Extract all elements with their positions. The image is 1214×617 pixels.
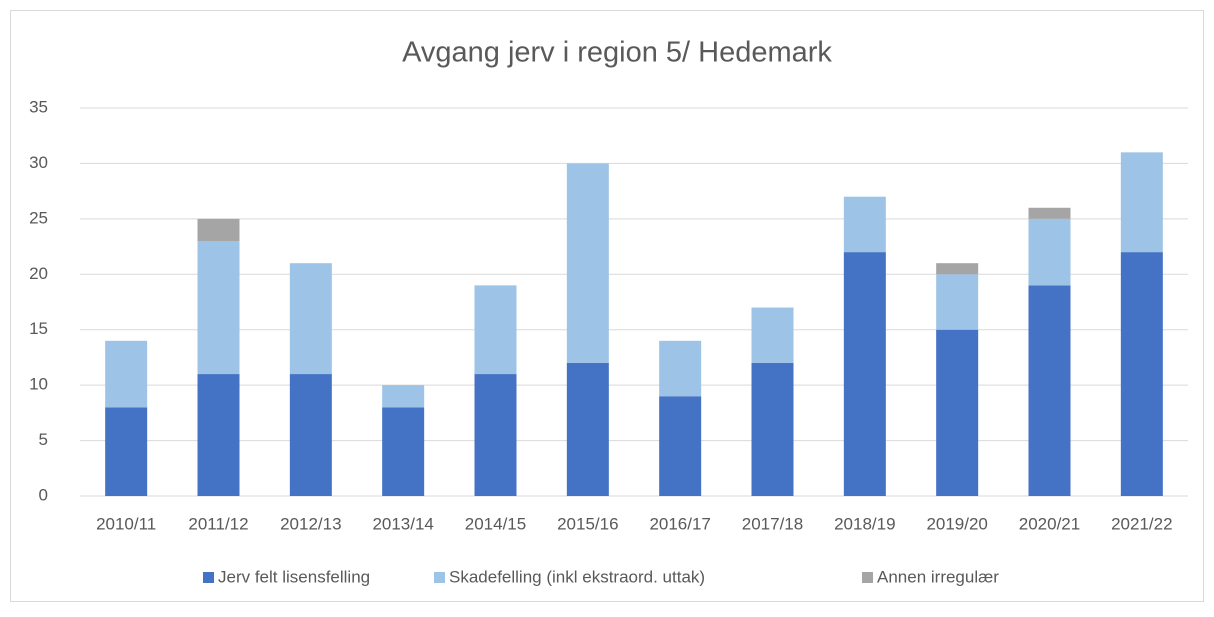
x-tick-label: 2020/21 [1019, 514, 1080, 533]
bar-segment [566, 362, 609, 496]
bar-segment [105, 407, 148, 496]
bar-segment [289, 374, 332, 496]
x-tick-label: 2018/19 [834, 514, 895, 533]
bar-segment [382, 407, 425, 496]
legend-swatch [434, 572, 445, 583]
bar-segment [1028, 207, 1071, 219]
bar-segment [936, 329, 979, 496]
bar-segment [659, 396, 702, 496]
legend-swatch [862, 572, 873, 583]
legend-label: Skadefelling (inkl ekstraord. uttak) [449, 567, 705, 586]
legend-label: Jerv felt lisensfelling [218, 567, 370, 586]
bar-segment [382, 385, 425, 408]
x-tick-label: 2015/16 [557, 514, 618, 533]
bar-segment [197, 241, 240, 375]
bar-segment [1120, 252, 1163, 496]
bar-segment [197, 374, 240, 496]
y-tick-label: 25 [29, 208, 48, 227]
x-tick-label: 2017/18 [742, 514, 803, 533]
bar-segment [1028, 285, 1071, 496]
y-tick-label: 20 [29, 264, 48, 283]
y-tick-label: 5 [39, 430, 48, 449]
legend-swatch [203, 572, 214, 583]
bar-segment [1028, 218, 1071, 286]
x-tick-label: 2013/14 [372, 514, 433, 533]
y-tick-label: 30 [29, 153, 48, 172]
x-tick-label: 2012/13 [280, 514, 341, 533]
x-tick-label: 2010/11 [96, 514, 156, 533]
bar-segment [936, 263, 979, 275]
bar-segment [936, 274, 979, 330]
bar-segment [843, 252, 886, 496]
bar-segment [751, 362, 794, 496]
chart-title: Avgang jerv i region 5/ Hedemark [402, 37, 832, 69]
bar-segment [751, 307, 794, 363]
y-tick-label: 10 [29, 375, 48, 394]
x-tick-label: 2011/12 [188, 514, 248, 533]
y-tick-label: 0 [39, 485, 48, 504]
bar-segment [474, 285, 517, 375]
y-tick-label: 35 [29, 97, 48, 116]
bar-segment [566, 163, 609, 363]
bar-segment [659, 340, 702, 397]
legend-label: Annen irregulær [877, 567, 999, 586]
bar-segment [474, 374, 517, 496]
bar-segment [289, 263, 332, 375]
bar-segment [105, 340, 148, 408]
bar-segment [1120, 152, 1163, 253]
x-tick-label: 2014/15 [465, 514, 526, 533]
x-tick-label: 2021/22 [1111, 514, 1172, 533]
x-tick-label: 2016/17 [649, 514, 710, 533]
x-tick-label: 2019/20 [926, 514, 987, 533]
bar-segment [843, 196, 886, 253]
y-tick-label: 15 [29, 319, 48, 338]
bar-segment [197, 218, 240, 242]
